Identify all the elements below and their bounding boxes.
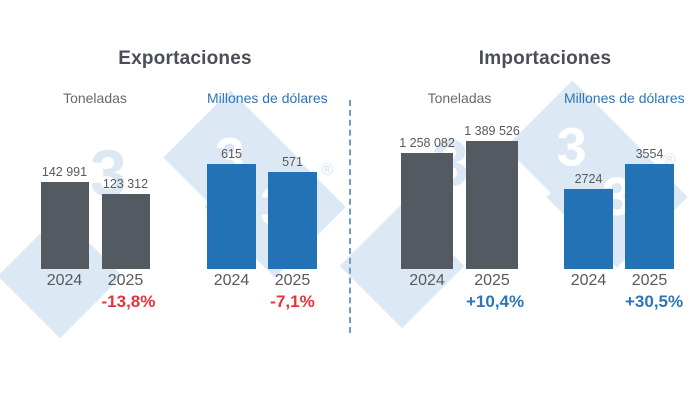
value-label: 3554: [635, 147, 664, 161]
year-label: 2025: [107, 272, 144, 289]
chart-subtitle: Millones de dólares: [564, 90, 685, 106]
bar-column-2024: 2724: [564, 171, 613, 269]
value-label: 1 258 082: [399, 136, 455, 151]
value-label: 142 991: [41, 165, 88, 179]
bars-area: 1 258 082 1 389 526: [399, 108, 520, 269]
value-label: 1 389 526: [464, 124, 520, 138]
change-spacer: [207, 292, 256, 312]
change-row: -13,8%: [40, 292, 156, 312]
bar-2024: [401, 153, 453, 269]
bar-column-2024: 615: [207, 147, 256, 269]
year-label: 2024: [46, 272, 83, 289]
bar-2024: [40, 182, 89, 269]
change-label: +30,5%: [625, 292, 684, 311]
change-row: +30,5%: [564, 292, 684, 312]
chart-importaciones-dolares: Millones de dólares 2724 3554 2024 2025 …: [564, 90, 685, 312]
bar-column-2025: 123 312: [101, 177, 150, 269]
chart-subtitle: Millones de dólares: [207, 90, 328, 106]
change-row: -7,1%: [207, 292, 317, 312]
change-label: -7,1%: [270, 292, 315, 311]
bars-area: 2724 3554: [564, 108, 674, 269]
group-divider-dashed-line: [349, 100, 351, 333]
chart-group-exportaciones: Exportaciones Toneladas 142 991 123 312 …: [20, 45, 330, 325]
year-label: 2024: [570, 272, 607, 289]
bars-area: 615 571: [207, 108, 317, 269]
chart-subtitle: Toneladas: [427, 90, 492, 106]
change-row: +10,4%: [401, 292, 525, 312]
chart-importaciones-toneladas: Toneladas 1 258 082 1 389 526 2024 2025 …: [399, 90, 525, 312]
bar-2025: [625, 164, 674, 269]
chart-subtitle: Toneladas: [63, 90, 127, 106]
chart-exportaciones-dolares: Millones de dólares 615 571 2024 2025 -7…: [207, 90, 328, 312]
value-label: 615: [221, 147, 242, 161]
bar-2024: [564, 188, 613, 269]
value-label: 2724: [574, 171, 603, 186]
chart-group-importaciones: Importaciones Toneladas 1 258 082 1 389 …: [380, 45, 690, 325]
change-label: -13,8%: [101, 292, 156, 311]
x-axis-labels: 2024 2025: [401, 272, 518, 290]
change-label: +10,4%: [466, 292, 525, 311]
bar-2024: [207, 164, 256, 269]
change-spacer: [41, 292, 89, 312]
value-label: 123 312: [102, 177, 149, 191]
year-label: 2025: [474, 272, 510, 289]
group-title: Importaciones: [478, 48, 612, 69]
bars-area: 142 991 123 312: [40, 108, 150, 269]
registered-trademark-icon: ®: [321, 160, 334, 179]
bar-column-2024: 1 258 082: [399, 136, 455, 269]
year-label: 2025: [631, 272, 668, 289]
chart-exportaciones-toneladas: Toneladas 142 991 123 312 2024 2025 -13,…: [40, 90, 156, 312]
x-axis-labels: 2024 2025: [564, 272, 674, 290]
bar-2025: [268, 171, 317, 269]
bar-2025: [466, 141, 518, 269]
bar-column-2024: 142 991: [40, 165, 89, 269]
change-spacer: [401, 292, 453, 312]
bar-column-2025: 3554: [625, 147, 674, 269]
bar-2025: [101, 194, 150, 269]
bar-column-2025: 1 389 526: [464, 124, 520, 269]
value-label: 571: [282, 154, 303, 169]
x-axis-labels: 2024 2025: [40, 272, 150, 290]
year-label: 2025: [274, 272, 311, 289]
year-label: 2024: [213, 272, 250, 289]
group-title: Exportaciones: [118, 48, 252, 69]
x-axis-labels: 2024 2025: [207, 272, 317, 290]
bar-column-2025: 571: [268, 154, 317, 269]
year-label: 2024: [409, 272, 445, 289]
change-spacer: [564, 292, 613, 312]
